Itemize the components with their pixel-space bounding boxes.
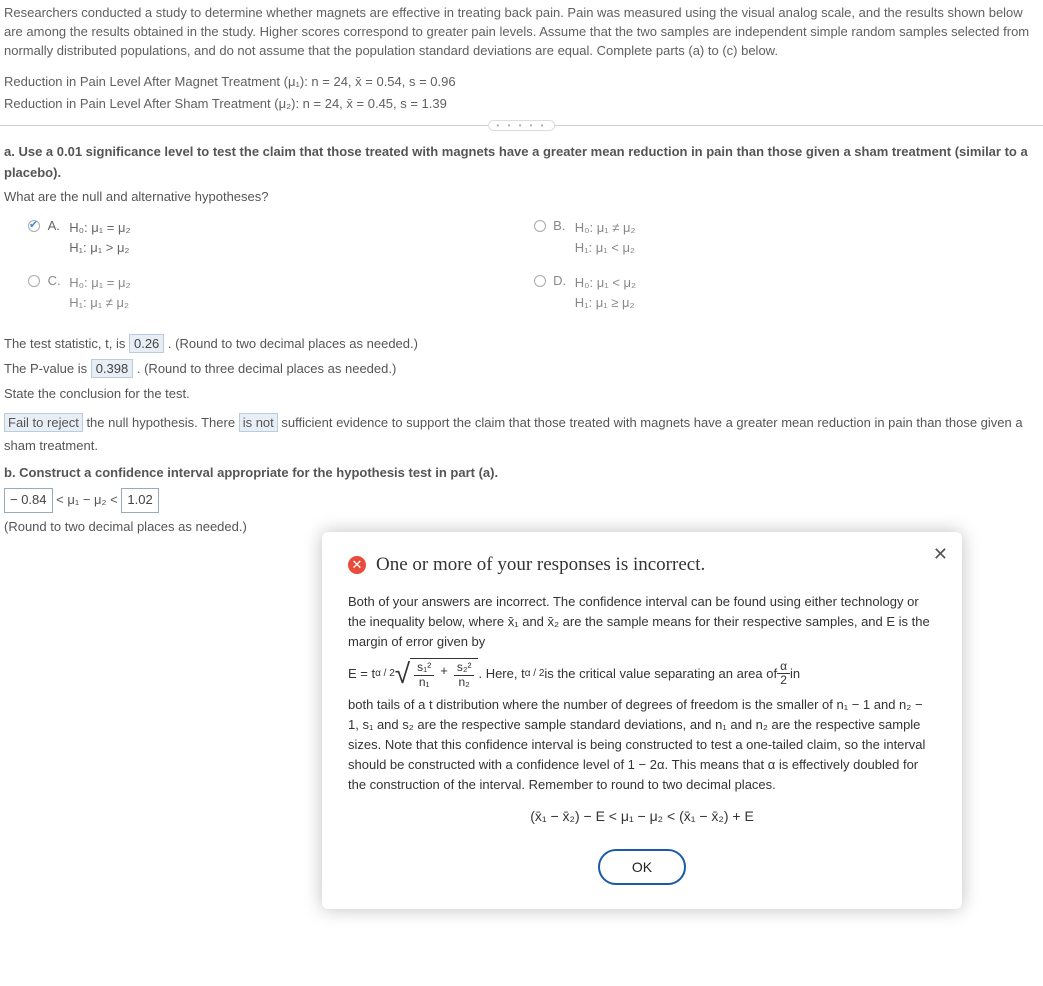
choice-c[interactable]: C. H₀: μ₁ = μ₂ H₁: μ₁ ≠ μ₂	[28, 273, 534, 312]
choice-d[interactable]: D. H₀: μ₁ < μ₂ H₁: μ₁ ≥ μ₂	[534, 273, 1040, 312]
section-divider: • • • • •	[0, 125, 1043, 126]
feedback-modal: ✕ ✕ One or more of your responses is inc…	[322, 532, 962, 909]
choice-c-letter: C.	[48, 273, 66, 288]
close-icon[interactable]: ✕	[933, 544, 948, 565]
conclusion-dd1[interactable]: Fail to reject	[4, 413, 83, 432]
conclusion-mid1: the null hypothesis. There	[86, 415, 238, 430]
modal-paragraph-2: both tails of a t distribution where the…	[348, 695, 936, 796]
radio-a-icon	[28, 220, 40, 232]
pval-value[interactable]: 0.398	[91, 359, 134, 378]
hypotheses-choices: A. H₀: μ₁ = μ₂ H₁: μ₁ > μ₂ C. H₀: μ₁ = μ…	[0, 210, 1043, 332]
conclusion-question: State the conclusion for the test.	[0, 382, 1043, 407]
conclusion-dd2[interactable]: is not	[239, 413, 278, 432]
part-b-question: b. Construct a confidence interval appro…	[4, 465, 498, 480]
ci-mid: < μ₁ − μ₂ <	[56, 492, 121, 507]
tstat-value[interactable]: 0.26	[129, 334, 164, 353]
choice-a-letter: A.	[48, 218, 66, 233]
ci-upper-input[interactable]: 1.02	[121, 488, 158, 513]
hypotheses-question: What are the null and alternative hypoth…	[0, 185, 1043, 210]
choice-d-letter: D.	[553, 273, 571, 288]
choice-c-h1: H₁: μ₁ ≠ μ₂	[69, 293, 130, 313]
modal-title: One or more of your responses is incorre…	[376, 554, 705, 576]
choice-d-h1: H₁: μ₁ ≥ μ₂	[575, 293, 636, 313]
pval-pre: The P-value is	[4, 361, 91, 376]
error-icon: ✕	[348, 556, 366, 574]
problem-intro: Researchers conducted a study to determi…	[0, 4, 1043, 67]
modal-final-inequality: (x̄₁ − x̄₂) − E < μ₁ − μ₂ < (x̄₁ − x̄₂) …	[348, 806, 936, 828]
stat-sham: Reduction in Pain Level After Sham Treat…	[4, 93, 1039, 115]
ok-button[interactable]: OK	[598, 849, 686, 885]
ci-lower-input[interactable]: − 0.84	[4, 488, 53, 513]
choice-b-h1: H₁: μ₁ < μ₂	[575, 238, 636, 258]
choice-b-h0: H₀: μ₁ ≠ μ₂	[575, 218, 636, 238]
choice-d-h0: H₀: μ₁ < μ₂	[575, 273, 636, 293]
modal-paragraph-1: Both of your answers are incorrect. The …	[348, 592, 936, 652]
choice-a[interactable]: A. H₀: μ₁ = μ₂ H₁: μ₁ > μ₂	[28, 218, 534, 257]
tstat-post: . (Round to two decimal places as needed…	[168, 336, 418, 351]
stat-magnet: Reduction in Pain Level After Magnet Tre…	[4, 71, 1039, 93]
pval-post: . (Round to three decimal places as need…	[137, 361, 396, 376]
radio-c-icon	[28, 275, 40, 287]
choice-a-h1: H₁: μ₁ > μ₂	[69, 238, 130, 258]
choice-b[interactable]: B. H₀: μ₁ ≠ μ₂ H₁: μ₁ < μ₂	[534, 218, 1040, 257]
choice-c-h0: H₀: μ₁ = μ₂	[69, 273, 130, 293]
part-a-question: a. Use a 0.01 significance level to test…	[4, 142, 1039, 184]
radio-b-icon	[534, 220, 546, 232]
choice-a-h0: H₀: μ₁ = μ₂	[69, 218, 130, 238]
modal-formula-E: E = tα / 2 √ s₁²n₁ + s₂²n₂ . Here, tα / …	[348, 658, 936, 688]
choice-b-letter: B.	[553, 218, 571, 233]
tstat-pre: The test statistic, t, is	[4, 336, 129, 351]
radio-d-icon	[534, 275, 546, 287]
